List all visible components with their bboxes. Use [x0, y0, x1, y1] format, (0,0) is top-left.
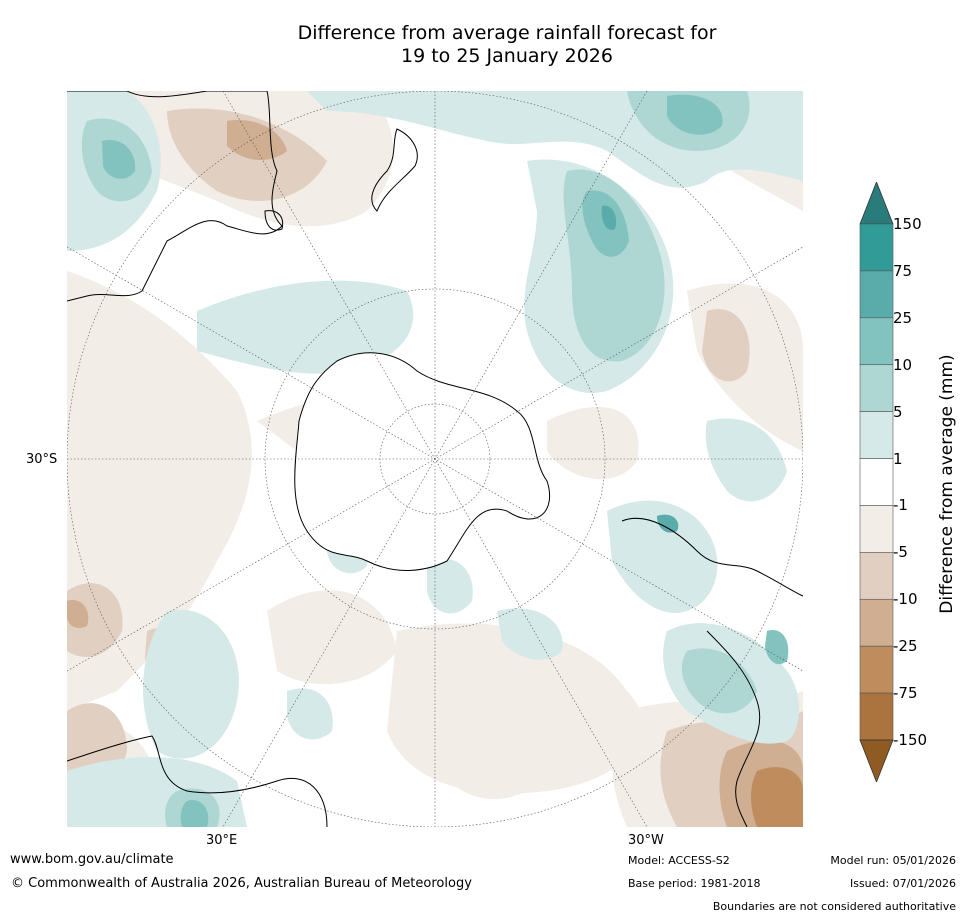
lat-label-30s: 30°S: [26, 452, 58, 467]
colorbar-bin: [859, 411, 894, 459]
colorbar-tick-label: -25: [893, 637, 918, 656]
title-line-1: Difference from average rainfall forecas…: [297, 22, 717, 44]
colorbar-tick-label: 75: [893, 261, 913, 280]
model-run-text: Model run: 05/01/2026: [830, 854, 956, 867]
wetter-regions-very-strong: [601, 205, 679, 533]
antarctica-coastline: [294, 352, 551, 571]
colorbar-bin: [859, 692, 894, 741]
disclaimer-text: Boundaries are not considered authoritat…: [712, 900, 956, 913]
colorbar-bin: [859, 270, 894, 319]
issued-text: Issued: 07/01/2026: [849, 877, 956, 890]
map-canvas: [67, 91, 803, 827]
south-america-coastline: [621, 517, 803, 827]
colorbar-title: Difference from average (mm): [937, 354, 957, 614]
colorbar-tick-label: -1: [893, 496, 908, 515]
lon-label-30e: 30°E: [206, 833, 238, 848]
colorbar-bin: [859, 458, 894, 506]
colorbar-bin: [859, 223, 894, 272]
colorbar-bin: [859, 645, 894, 694]
title-line-2: 19 to 25 January 2026: [401, 45, 613, 67]
colorbar-tick-label: 25: [893, 308, 913, 327]
colorbar-bin: [859, 317, 894, 366]
africa-coastline: [67, 735, 328, 827]
colorbar-tick-label: -5: [893, 543, 908, 562]
lon-label-30w: 30°W: [628, 833, 664, 848]
colorbar-bin: [859, 364, 894, 412]
map-title: Difference from average rainfall forecas…: [0, 22, 965, 68]
australia-coastline: [67, 91, 283, 302]
colorbar-tick-label: 150: [893, 215, 922, 233]
website-link[interactable]: www.bom.gov.au/climate: [10, 852, 174, 867]
copyright-text: © Commonwealth of Australia 2026, Austra…: [11, 876, 472, 891]
graticule: [67, 91, 803, 827]
colorbar-tick-label: -150: [893, 731, 928, 749]
model-text: Model: ACCESS-S2: [628, 854, 730, 867]
colorbar: [858, 180, 958, 784]
base-period-text: Base period: 1981-2018: [628, 877, 761, 890]
colorbar-bin: [859, 598, 894, 647]
colorbar-tick-label: 1: [893, 449, 903, 468]
colorbar-bin: [859, 505, 894, 553]
colorbar-tick-label: -75: [893, 684, 918, 703]
polar-map: [67, 91, 803, 827]
new-zealand-coastline: [371, 128, 418, 212]
colorbar-tick-label: 10: [893, 355, 913, 374]
colorbar-bin: [859, 552, 894, 600]
colorbar-tick-label: 5: [893, 402, 903, 421]
colorbar-bin: [859, 180, 894, 225]
colorbar-graphic: [859, 180, 894, 784]
colorbar-tick-label: -10: [893, 590, 918, 609]
tasmania-coastline: [264, 210, 284, 231]
colorbar-bin: [859, 739, 894, 784]
drier-regions-very-strong: [751, 767, 803, 827]
